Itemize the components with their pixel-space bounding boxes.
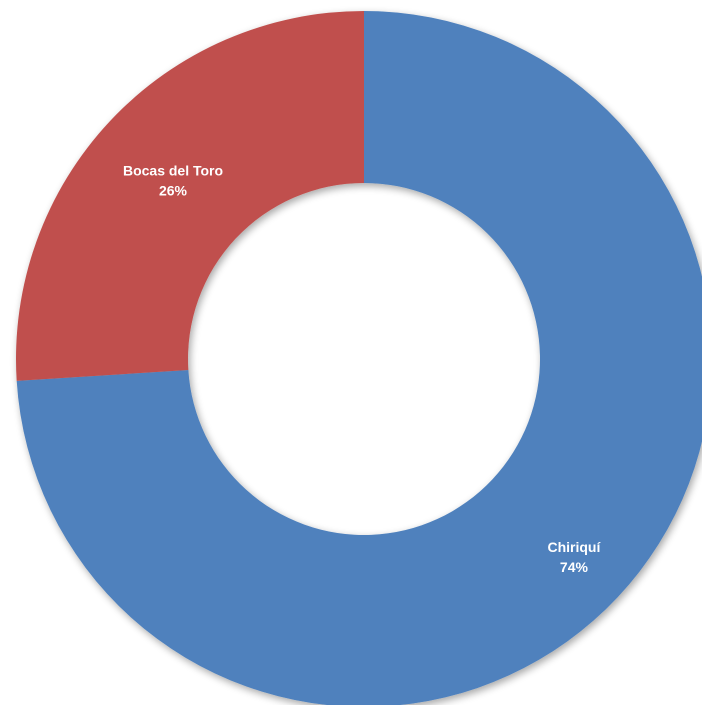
slice-1-name-label: Bocas del Toro	[123, 163, 223, 179]
labels-group: Chiriquí 74% Bocas del Toro 26%	[123, 163, 602, 576]
slice-0-name-label: Chiriquí	[547, 539, 601, 555]
slice-0-value-label: 74%	[560, 559, 589, 575]
slice-0	[16, 11, 702, 705]
slice-1-value-label: 26%	[159, 183, 188, 199]
slices-group	[15, 11, 702, 705]
slice-1	[15, 11, 364, 381]
